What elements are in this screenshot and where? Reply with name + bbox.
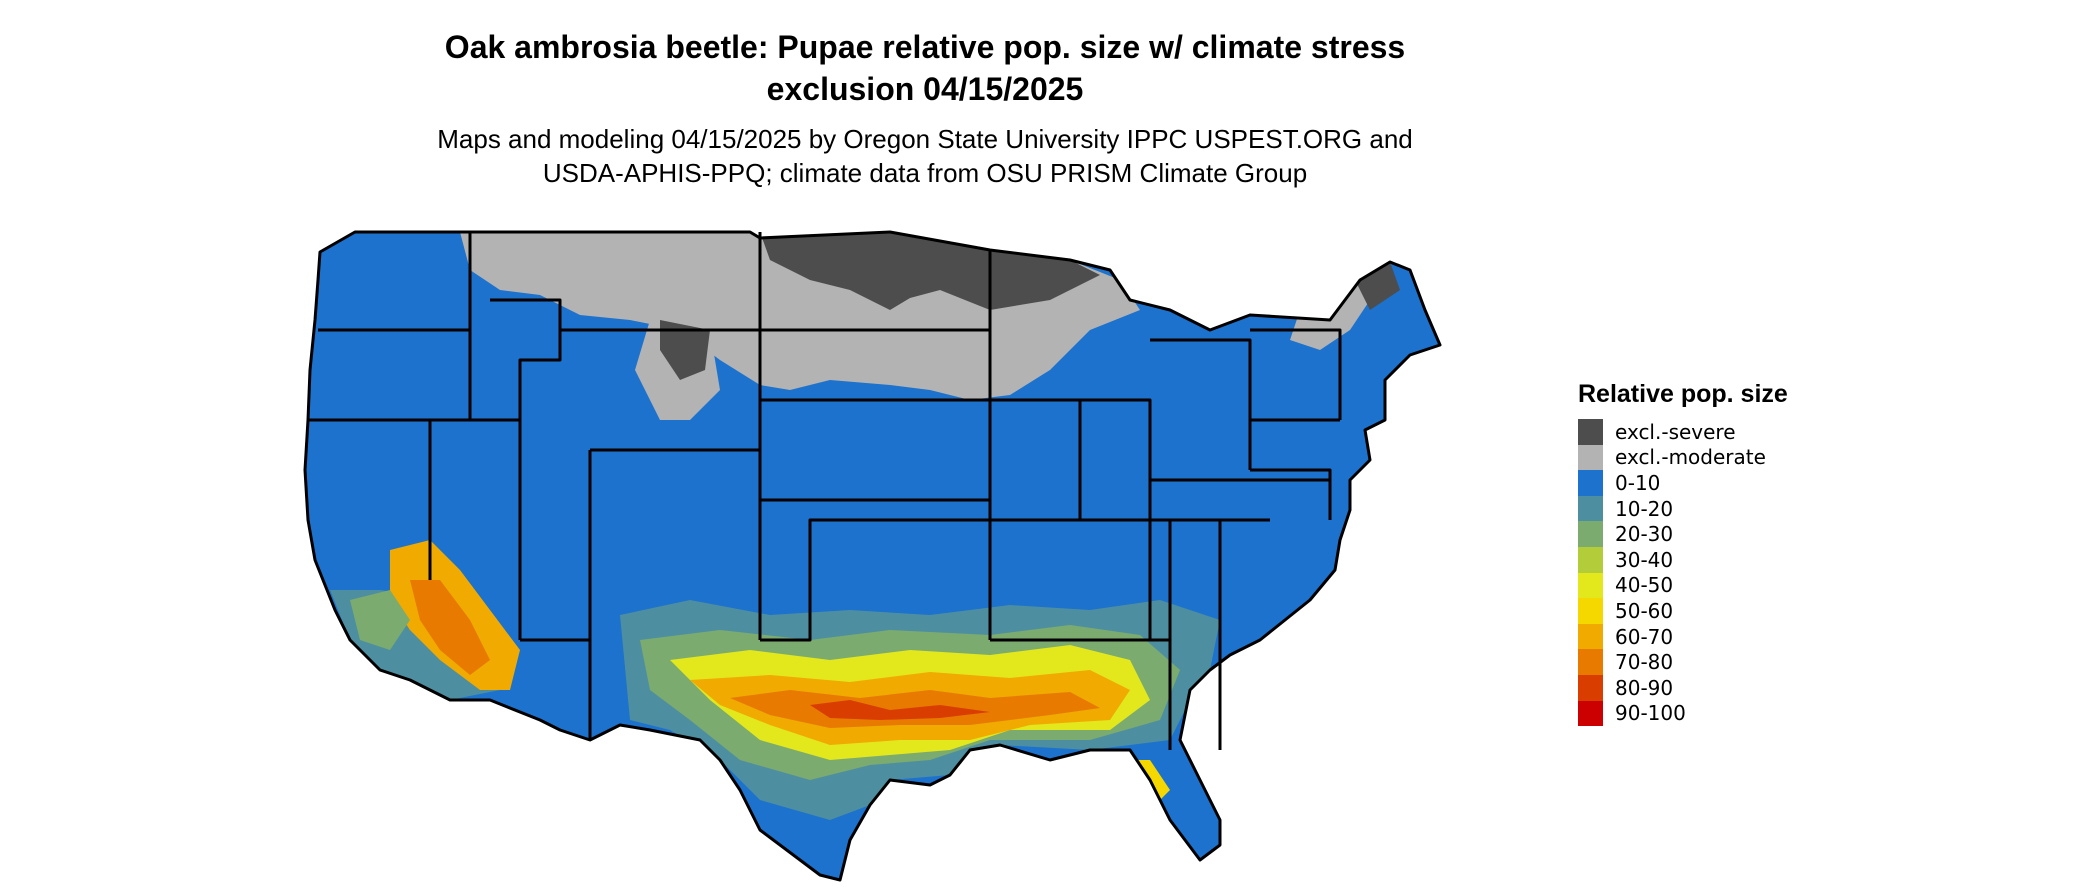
subtitle-line-2: USDA-APHIS-PPQ; climate data from OSU PR… [542,158,1308,188]
border-va [1250,468,1332,520]
subtitle-line-1: Maps and modeling 04/15/2025 by Oregon S… [437,124,1413,154]
legend-item: 70-80 [1578,649,1788,675]
legend-item: 50-60 [1578,598,1788,624]
title-line-2: exclusion 04/15/2025 [766,71,1084,107]
legend-swatch [1578,470,1603,496]
legend-swatch [1578,598,1603,624]
legend-item: 90-100 [1578,700,1788,727]
legend-item: 40-50 [1578,572,1788,599]
zone-excl-severe-north [760,232,1100,310]
legend-item: 0-10 [1578,470,1788,496]
legend-label: 10-20 [1615,496,1674,521]
legend-swatch [1578,649,1603,675]
us-outline [303,230,1442,882]
border-tx-ok [760,518,990,642]
legend-label: 0-10 [1615,470,1661,495]
legend-swatch [1578,700,1603,727]
legend-label: 60-70 [1615,624,1674,649]
map-fill-layers [305,232,1440,880]
legend-label: 30-40 [1615,547,1674,572]
border-ms [1080,398,1152,640]
legend-swatch [1578,444,1603,471]
legend: Relative pop. size excl.-severe excl.-mod… [1578,380,1788,727]
legend-title: Relative pop. size [1578,380,1788,408]
legend-label: 90-100 [1615,701,1686,726]
border-in-oh [1150,338,1252,470]
zone-20-30-coast [350,590,410,650]
zone-80-90 [810,700,990,720]
zone-70-80-southwest [410,580,490,675]
legend-item: 30-40 [1578,546,1788,573]
legend-items: excl.-severe excl.-moderate 0-10 10-20 20-30… [1578,419,1788,727]
legend-item: excl.-severe [1578,419,1788,445]
legend-swatch [1578,674,1603,701]
map-subtitle: Maps and modeling 04/15/2025 by Oregon S… [0,122,1850,190]
legend-swatch [1578,546,1603,573]
legend-label: 40-50 [1615,573,1674,598]
legend-swatch [1578,572,1603,599]
border-pa [1250,328,1342,420]
legend-label: 80-90 [1615,675,1674,700]
legend-item: 10-20 [1578,495,1788,522]
legend-label: excl.-moderate [1615,445,1766,470]
legend-swatch [1578,623,1603,650]
legend-item: 60-70 [1578,623,1788,650]
legend-item: 20-30 [1578,521,1788,547]
legend-label: excl.-severe [1615,419,1736,444]
legend-swatch [1578,419,1603,445]
us-map [303,230,1442,882]
legend-label: 20-30 [1615,522,1674,547]
state-borders [303,230,1442,882]
map-title: Oak ambrosia beetle: Pupae relative pop.… [0,26,1850,110]
zone-excl-severe-mountain [660,320,710,380]
legend-label: 50-60 [1615,598,1674,623]
border-id-mt [490,298,562,420]
legend-swatch [1578,521,1603,547]
legend-item: 80-90 [1578,674,1788,701]
legend-swatch [1578,495,1603,522]
legend-label: 70-80 [1615,650,1674,675]
legend-item: excl.-moderate [1578,444,1788,471]
title-line-1: Oak ambrosia beetle: Pupae relative pop.… [444,29,1406,65]
